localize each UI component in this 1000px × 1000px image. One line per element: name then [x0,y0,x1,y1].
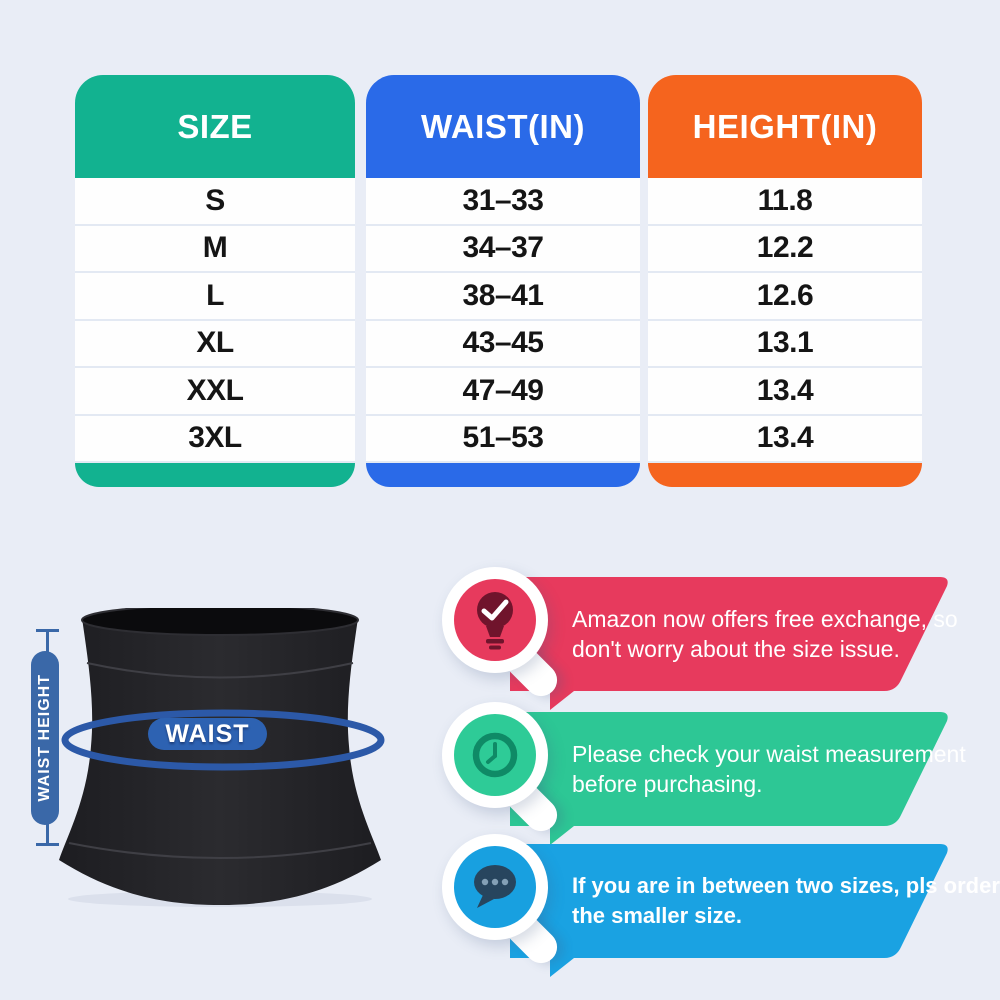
column-footer-height [648,463,922,487]
callout-check-measurement: Please check your waist measurement befo… [440,698,1000,853]
callout-badge [440,698,570,858]
callout-badge [440,830,570,990]
clock-icon [454,714,536,796]
cell-size-s: S [75,178,355,226]
cell-size-m: M [75,225,355,273]
callout-text: If you are in between two sizes, pls ord… [572,844,1000,958]
table-column-waist: WAIST(IN) 31–33 34–37 38–41 43–45 47–49 … [366,75,640,487]
callout-line-2: before purchasing. [572,771,763,797]
column-header-height: HEIGHT(IN) [648,75,922,178]
height-measure-tick-top [36,629,59,632]
cell-size-xl: XL [75,320,355,368]
waist-height-label: WAIST HEIGHT [36,674,53,802]
cell-waist-l: 38–41 [366,273,640,321]
cell-height-m: 12.2 [648,225,922,273]
column-header-waist: WAIST(IN) [366,75,640,178]
callout-banner-green [510,712,948,845]
cell-waist-s: 31–33 [366,178,640,226]
callout-line-2: don't worry about the size issue. [572,636,900,662]
column-footer-size [75,463,355,487]
chat-icon [454,846,536,928]
height-measure-tick-bottom [36,843,59,846]
callout-banner-red [510,577,948,710]
waist-label: WAIST [165,719,250,748]
size-table: SIZE S M L XL XXL 3XL WAIST(IN) 31–33 34… [75,75,922,487]
cell-size-3xl: 3XL [75,415,355,463]
cell-height-xxl: 13.4 [648,368,922,416]
bulb-check-icon [454,579,536,661]
callout-banner-blue [510,844,948,977]
table-column-size: SIZE S M L XL XXL 3XL [75,75,355,487]
callout-line-2: the smaller size. [572,903,742,928]
waist-label-pill: WAIST [148,718,267,750]
callout-text: Amazon now offers free exchange, so don'… [572,577,958,691]
callout-text: Please check your waist measurement befo… [572,712,966,826]
cell-size-xxl: XXL [75,368,355,416]
cell-waist-xxl: 47–49 [366,368,640,416]
waist-height-label-pill: WAIST HEIGHT [31,651,59,825]
callout-between-sizes: If you are in between two sizes, pls ord… [440,830,1000,985]
callout-line-1: Please check your waist measurement [572,741,966,767]
callout-free-exchange: Amazon now offers free exchange, so don'… [440,563,1000,718]
waist-trainer-illustration [59,608,381,907]
cell-height-3xl: 13.4 [648,415,922,463]
callout-badge [440,563,570,723]
cell-waist-3xl: 51–53 [366,415,640,463]
callout-line-1: If you are in between two sizes, pls ord… [572,873,1000,898]
table-column-height: HEIGHT(IN) 11.8 12.2 12.6 13.1 13.4 13.4 [648,75,922,487]
cell-waist-m: 34–37 [366,225,640,273]
column-footer-waist [366,463,640,487]
cell-size-l: L [75,273,355,321]
column-header-size: SIZE [75,75,355,178]
waist-measure-ellipse [61,709,385,771]
cell-waist-xl: 43–45 [366,320,640,368]
cell-height-xl: 13.1 [648,320,922,368]
cell-height-l: 12.6 [648,273,922,321]
callout-line-1: Amazon now offers free exchange, so [572,606,958,632]
waist-trainer-diagram: WAIST WAIST HEIGHT [0,595,450,1000]
cell-height-s: 11.8 [648,178,922,226]
